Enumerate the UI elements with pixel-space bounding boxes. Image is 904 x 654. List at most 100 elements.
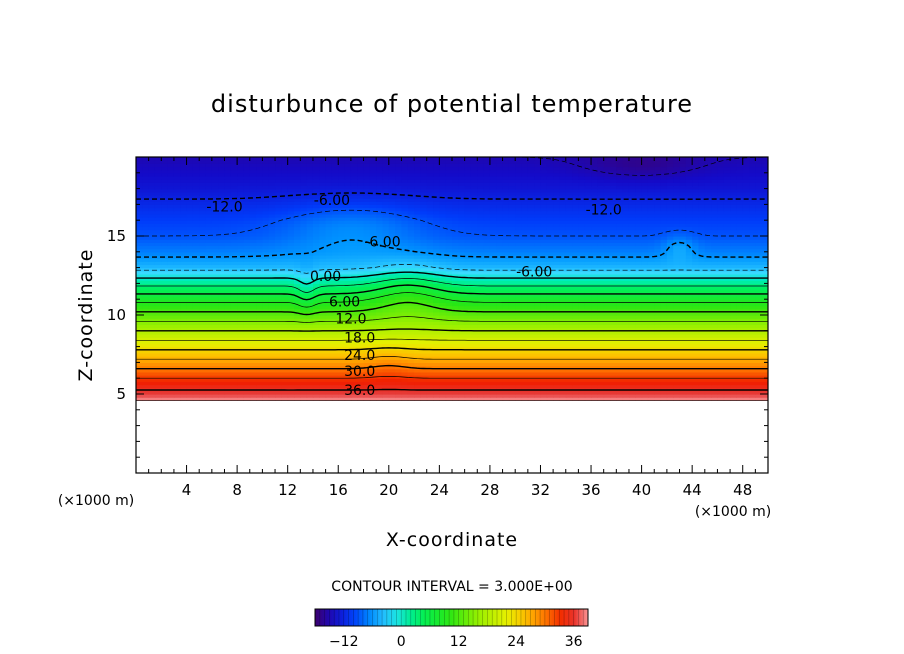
heat-cell	[616, 352, 624, 357]
heat-cell	[218, 324, 226, 329]
heat-cell	[723, 286, 731, 291]
heat-cell	[382, 381, 390, 386]
heat-cell	[154, 359, 162, 363]
heat-cell	[755, 365, 763, 370]
heat-cell	[300, 254, 308, 259]
heat-cell	[553, 251, 561, 256]
heat-cell	[167, 362, 175, 367]
heat-cell	[154, 286, 162, 291]
heat-cell	[256, 371, 263, 376]
heat-cell	[572, 327, 579, 332]
heat-cell	[173, 362, 181, 367]
heat-cell	[369, 359, 377, 363]
heat-cell	[698, 280, 706, 284]
heat-cell	[249, 356, 257, 360]
heat-cell	[546, 321, 554, 326]
heat-cell	[496, 248, 504, 253]
heat-cell	[312, 390, 320, 395]
heat-cell	[287, 267, 295, 272]
heat-cell	[407, 280, 415, 284]
heat-cell	[199, 324, 207, 329]
heat-cell	[173, 305, 181, 310]
heat-cell	[167, 270, 175, 275]
heat-cell	[344, 254, 352, 259]
heat-cell	[357, 315, 365, 319]
heat-cell	[704, 308, 712, 313]
heat-cell	[502, 356, 510, 360]
heat-cell	[294, 261, 301, 266]
heat-cell	[445, 270, 453, 275]
heat-cell	[426, 264, 434, 269]
heat-cell	[294, 352, 301, 357]
heat-cell	[666, 324, 674, 329]
heat-cell	[319, 390, 327, 395]
heat-cell	[407, 245, 415, 250]
heat-cell	[357, 337, 365, 341]
heat-cell	[350, 280, 358, 284]
heat-cell	[382, 333, 390, 338]
heat-cell	[420, 346, 428, 351]
heat-cell	[483, 305, 491, 310]
heat-cell	[256, 340, 263, 345]
heat-cell	[477, 343, 485, 348]
heat-cell	[597, 362, 605, 367]
heat-cell	[660, 302, 668, 307]
heat-cell	[173, 368, 181, 373]
heat-cell	[224, 330, 232, 335]
heat-cell	[312, 384, 320, 389]
heat-cell	[445, 359, 453, 363]
heat-cell	[199, 371, 207, 376]
heat-cell	[287, 242, 295, 247]
heat-cell	[224, 292, 232, 297]
heat-cell	[742, 394, 750, 398]
heat-cell	[673, 365, 681, 370]
heat-cell	[679, 267, 687, 272]
heat-cell	[338, 375, 346, 379]
heat-cell	[388, 356, 396, 360]
heat-cell	[477, 245, 485, 250]
heat-cell	[136, 346, 143, 351]
heat-cell	[578, 327, 586, 332]
heat-cell	[622, 365, 630, 370]
heat-cell	[717, 384, 725, 389]
heat-cell	[502, 283, 510, 288]
heat-cell	[376, 292, 384, 297]
heat-cell	[167, 315, 175, 319]
heat-cell	[256, 327, 263, 332]
heat-cell	[395, 368, 403, 373]
heat-cell	[464, 296, 472, 300]
heat-cell	[192, 340, 200, 345]
heat-cell	[300, 349, 308, 354]
heat-cell	[730, 390, 737, 395]
heat-cell	[357, 368, 365, 373]
heat-cell	[603, 346, 611, 351]
heat-cell	[142, 315, 150, 319]
heat-cell	[433, 273, 440, 278]
heat-cell	[237, 292, 245, 297]
heat-cell	[192, 378, 200, 382]
heat-cell	[755, 248, 763, 253]
heat-cell	[401, 397, 409, 401]
heat-cell	[199, 318, 207, 322]
heat-cell	[173, 384, 181, 389]
heat-cell	[692, 280, 700, 284]
heat-cell	[161, 305, 169, 310]
heat-cell	[616, 270, 624, 275]
heat-cell	[559, 378, 567, 382]
heat-cell	[312, 308, 320, 313]
heat-cell	[256, 292, 263, 297]
heat-cell	[262, 273, 270, 278]
heat-cell	[679, 381, 687, 386]
heat-cell	[331, 378, 339, 382]
heat-cell	[382, 390, 390, 395]
heat-cell	[395, 302, 403, 307]
heat-cell	[294, 356, 301, 360]
heat-cell	[477, 324, 485, 329]
heat-cell	[730, 251, 737, 256]
heat-cell	[565, 343, 573, 348]
heat-cell	[426, 394, 434, 398]
heat-cell	[698, 337, 706, 341]
heat-cell	[426, 248, 434, 253]
heat-cell	[458, 289, 466, 294]
heat-cell	[281, 337, 289, 341]
